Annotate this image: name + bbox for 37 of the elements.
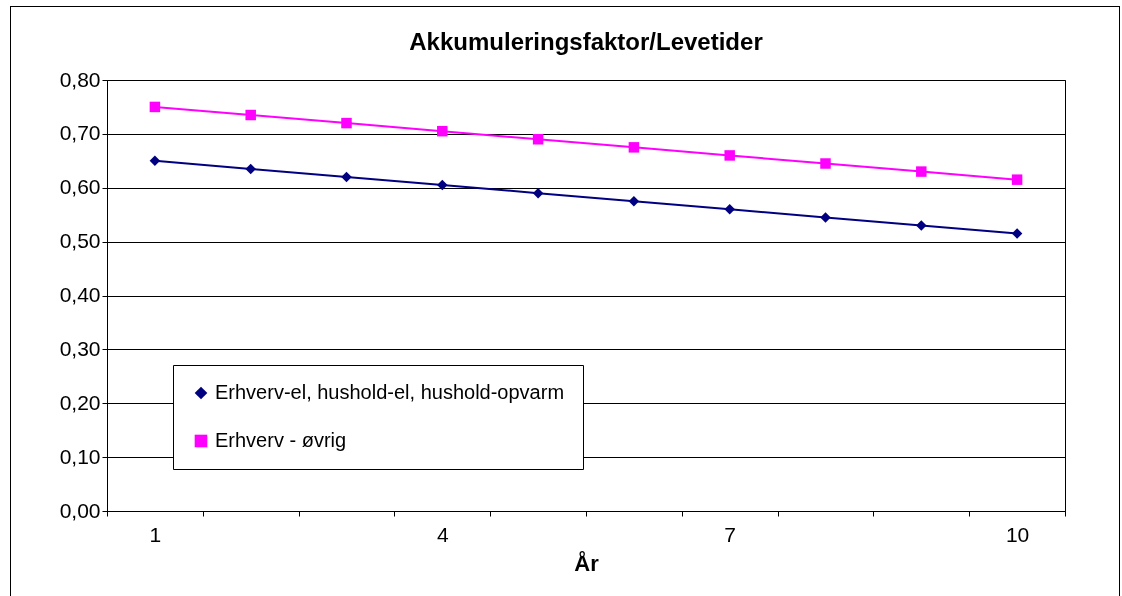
- point: [532, 187, 544, 199]
- point: [245, 109, 256, 121]
- point: [628, 195, 640, 207]
- point: [149, 155, 161, 167]
- point: [916, 166, 927, 177]
- point: [724, 150, 735, 161]
- y-tick-label: 0,60: [59, 175, 101, 199]
- x-tick-label: 1: [149, 522, 162, 546]
- y-tick-label: 0,20: [59, 390, 101, 414]
- point: [1011, 228, 1023, 239]
- point: [149, 101, 161, 113]
- point: [628, 142, 640, 153]
- point: [341, 117, 352, 129]
- point: [724, 204, 735, 215]
- point: [437, 179, 448, 191]
- y-tick-label: 0,30: [59, 336, 101, 360]
- point: [820, 212, 831, 223]
- x-tick-label: 4: [436, 522, 449, 546]
- point: [437, 125, 448, 137]
- point: [341, 171, 352, 183]
- y-tick-label: 0,40: [59, 283, 101, 306]
- legend-label: Erhverv-el, hushold-el, hushold-opvarm: [215, 381, 565, 403]
- point: [1011, 174, 1023, 185]
- point: [245, 163, 256, 175]
- x-axis-title: År: [574, 549, 600, 576]
- y-tick-label: 0,70: [59, 121, 101, 145]
- y-tick-label: 0,80: [59, 67, 101, 91]
- point: [916, 220, 927, 231]
- y-tick-label: 0,10: [59, 444, 101, 468]
- point: [532, 134, 544, 145]
- x-tick-label: 10: [1005, 522, 1030, 546]
- legend-label: Erhverv - øvrig: [215, 429, 347, 451]
- y-tick-label: 0,00: [59, 498, 101, 522]
- x-tick-label: 7: [724, 522, 737, 546]
- chart-title: Akkumuleringsfaktor/Levetider: [409, 28, 763, 55]
- y-tick-label: 0,50: [59, 229, 101, 253]
- point: [820, 158, 831, 169]
